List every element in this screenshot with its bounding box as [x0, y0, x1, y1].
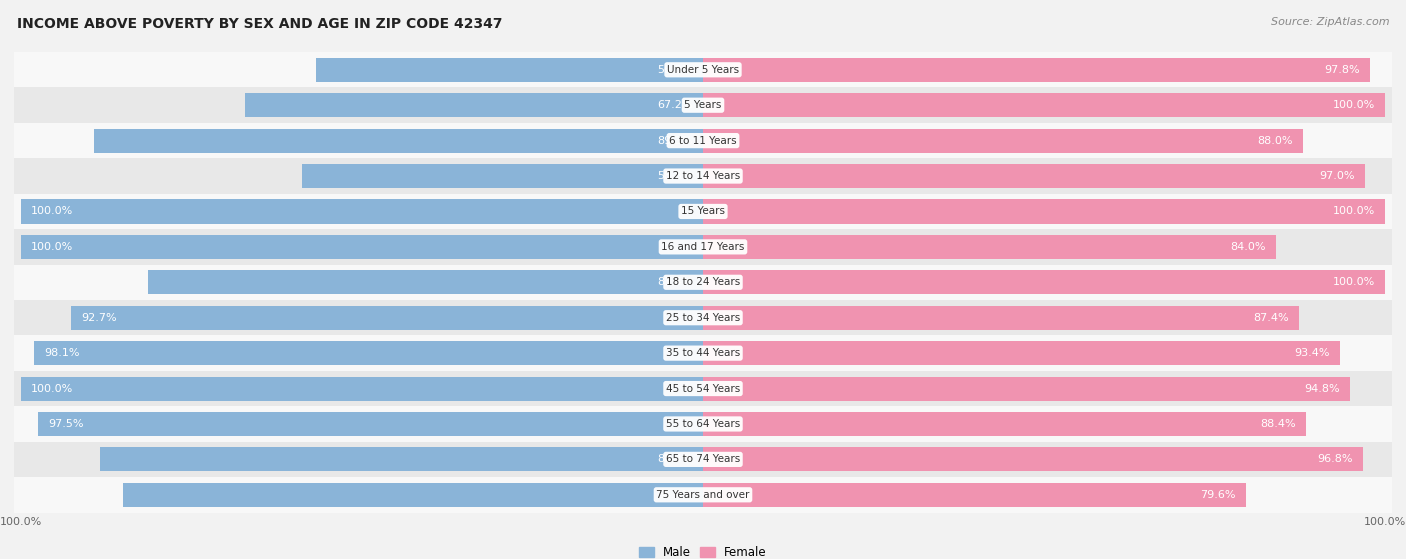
Bar	[703, 483, 1246, 507]
Bar	[14, 158, 1392, 194]
Bar	[14, 52, 1392, 88]
Legend: Male, Female: Male, Female	[634, 542, 772, 559]
Text: 97.8%: 97.8%	[1324, 65, 1360, 75]
Text: 5 Years: 5 Years	[685, 100, 721, 110]
Text: 96.8%: 96.8%	[1317, 454, 1353, 465]
Bar	[124, 483, 703, 507]
Bar	[703, 200, 1385, 224]
Bar	[100, 447, 703, 471]
Bar	[703, 270, 1385, 295]
Text: 100.0%: 100.0%	[1333, 206, 1375, 216]
Text: 100.0%: 100.0%	[31, 383, 73, 394]
Bar	[14, 371, 1392, 406]
Bar	[14, 442, 1392, 477]
Bar	[703, 129, 1303, 153]
Text: 89.3%: 89.3%	[657, 136, 693, 146]
Text: 12 to 14 Years: 12 to 14 Years	[666, 171, 740, 181]
Bar	[14, 123, 1392, 158]
Text: 16 and 17 Years: 16 and 17 Years	[661, 242, 745, 252]
Text: 81.4%: 81.4%	[657, 277, 693, 287]
Text: 56.8%: 56.8%	[658, 65, 693, 75]
Bar	[245, 93, 703, 117]
Bar	[14, 477, 1392, 513]
Text: 65 to 74 Years: 65 to 74 Years	[666, 454, 740, 465]
Bar	[14, 406, 1392, 442]
Text: 100.0%: 100.0%	[31, 242, 73, 252]
Bar	[14, 264, 1392, 300]
Bar	[21, 235, 703, 259]
Bar	[38, 412, 703, 436]
Text: 87.4%: 87.4%	[1253, 312, 1289, 323]
Bar	[21, 200, 703, 224]
Bar	[21, 377, 703, 401]
Bar	[703, 447, 1364, 471]
Bar	[148, 270, 703, 295]
Text: 79.6%: 79.6%	[1201, 490, 1236, 500]
Text: 15 Years: 15 Years	[681, 206, 725, 216]
Bar	[94, 129, 703, 153]
Bar	[703, 412, 1306, 436]
Text: 84.0%: 84.0%	[1230, 242, 1265, 252]
Text: 58.8%: 58.8%	[657, 171, 693, 181]
Bar	[14, 335, 1392, 371]
Text: 6 to 11 Years: 6 to 11 Years	[669, 136, 737, 146]
Bar	[703, 341, 1340, 365]
Text: 45 to 54 Years: 45 to 54 Years	[666, 383, 740, 394]
Text: 75 Years and over: 75 Years and over	[657, 490, 749, 500]
Text: 18 to 24 Years: 18 to 24 Years	[666, 277, 740, 287]
Text: 85.0%: 85.0%	[658, 490, 693, 500]
Text: 55 to 64 Years: 55 to 64 Years	[666, 419, 740, 429]
Text: 88.4%: 88.4%	[657, 454, 693, 465]
Bar	[703, 377, 1350, 401]
Text: 100.0%: 100.0%	[1333, 277, 1375, 287]
Bar	[703, 58, 1369, 82]
Text: INCOME ABOVE POVERTY BY SEX AND AGE IN ZIP CODE 42347: INCOME ABOVE POVERTY BY SEX AND AGE IN Z…	[17, 17, 502, 31]
Text: Under 5 Years: Under 5 Years	[666, 65, 740, 75]
Text: 97.0%: 97.0%	[1319, 171, 1354, 181]
Bar	[703, 306, 1299, 330]
Bar	[34, 341, 703, 365]
Bar	[14, 194, 1392, 229]
Text: 100.0%: 100.0%	[1333, 100, 1375, 110]
Text: 100.0%: 100.0%	[31, 206, 73, 216]
Bar	[703, 235, 1277, 259]
Text: 88.4%: 88.4%	[1260, 419, 1296, 429]
Bar	[14, 229, 1392, 264]
Text: 92.7%: 92.7%	[82, 312, 117, 323]
Text: 97.5%: 97.5%	[48, 419, 84, 429]
Bar	[14, 88, 1392, 123]
Bar	[14, 300, 1392, 335]
Text: 94.8%: 94.8%	[1303, 383, 1340, 394]
Bar	[703, 93, 1385, 117]
Bar	[315, 58, 703, 82]
Text: 35 to 44 Years: 35 to 44 Years	[666, 348, 740, 358]
Bar	[302, 164, 703, 188]
Text: 98.1%: 98.1%	[44, 348, 80, 358]
Bar	[70, 306, 703, 330]
Bar	[703, 164, 1365, 188]
Text: 88.0%: 88.0%	[1257, 136, 1294, 146]
Text: Source: ZipAtlas.com: Source: ZipAtlas.com	[1271, 17, 1389, 27]
Text: 25 to 34 Years: 25 to 34 Years	[666, 312, 740, 323]
Text: 93.4%: 93.4%	[1295, 348, 1330, 358]
Text: 67.2%: 67.2%	[657, 100, 693, 110]
